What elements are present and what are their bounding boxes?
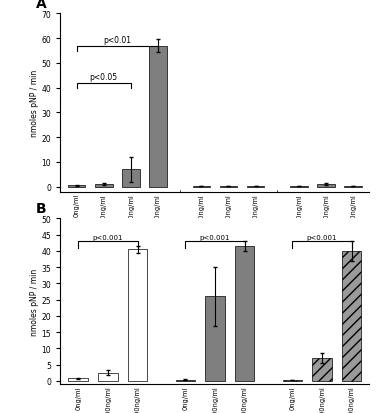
Text: p<0.001: p<0.001 (200, 235, 230, 241)
Bar (282, 380, 302, 381)
Bar (69, 378, 88, 381)
Text: BMP2: BMP2 (105, 242, 130, 251)
Bar (220, 186, 237, 187)
Bar (344, 186, 362, 187)
Y-axis label: nmoles pNP / min: nmoles pNP / min (30, 268, 39, 335)
Text: VEGF165: VEGF165 (307, 242, 345, 251)
Bar (312, 358, 331, 381)
Text: p<0.01: p<0.01 (103, 36, 131, 45)
Bar (176, 380, 195, 381)
Bar (122, 170, 139, 187)
Bar (247, 186, 264, 187)
Bar (68, 186, 86, 187)
Text: p<0.001: p<0.001 (93, 235, 123, 241)
Text: p<0.05: p<0.05 (90, 73, 118, 82)
Bar (317, 185, 335, 187)
Bar (149, 47, 167, 187)
Text: FGF2: FGF2 (218, 242, 239, 251)
Y-axis label: nmoles pNP / min: nmoles pNP / min (30, 70, 39, 137)
Bar (290, 186, 308, 187)
Text: A: A (35, 0, 46, 11)
Bar (95, 185, 112, 187)
Bar (128, 250, 147, 381)
Bar (193, 186, 210, 187)
Text: p<0.001: p<0.001 (307, 235, 337, 241)
Bar (98, 373, 118, 381)
Text: B: B (35, 202, 46, 216)
Bar (235, 247, 254, 381)
Bar (205, 297, 225, 381)
Bar (342, 251, 361, 381)
